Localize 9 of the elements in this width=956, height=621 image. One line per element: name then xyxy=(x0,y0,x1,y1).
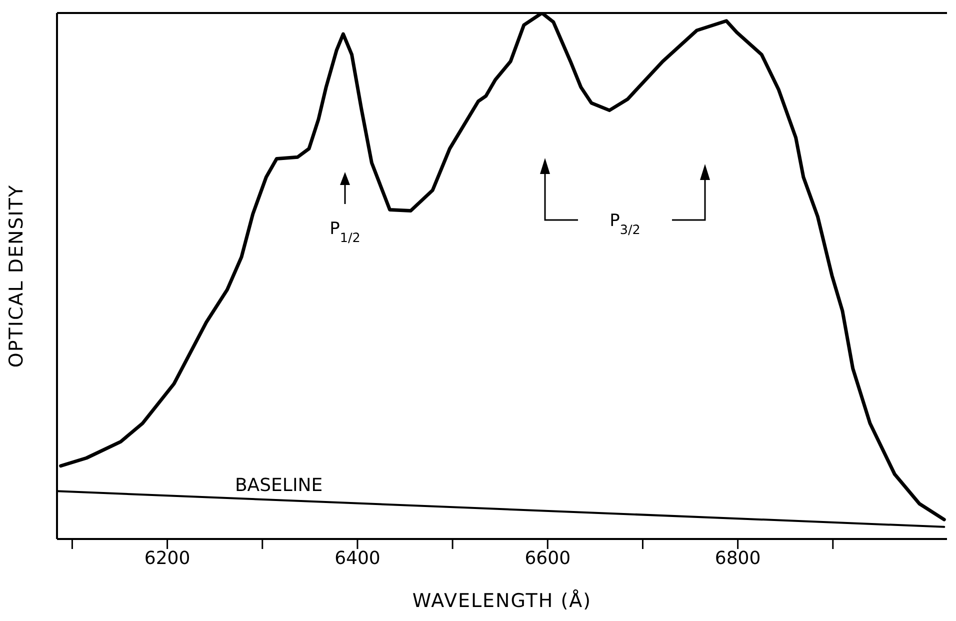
x-tick-label: 6600 xyxy=(524,548,571,569)
x-axis-title: WAVELENGTH (Å) xyxy=(412,589,592,612)
annotation: P$_{3/2}$ xyxy=(610,211,640,238)
y-axis-title: OPTICAL DENSITY xyxy=(6,184,28,368)
x-tick-label: 6800 xyxy=(714,548,761,569)
x-tick-label: 6200 xyxy=(144,548,190,569)
series-label: BASELINE xyxy=(234,475,323,496)
annotation: P$_{1/2}$ xyxy=(330,219,360,246)
x-tick-label: 6400 xyxy=(334,548,380,569)
